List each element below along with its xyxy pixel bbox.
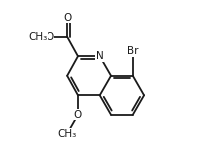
Text: O: O xyxy=(74,110,82,120)
Text: CH₃: CH₃ xyxy=(28,32,47,42)
Text: N: N xyxy=(96,51,104,61)
Text: O: O xyxy=(63,13,71,23)
Text: Br: Br xyxy=(127,46,139,56)
Text: CH₃: CH₃ xyxy=(58,129,77,139)
Text: O: O xyxy=(45,32,53,42)
